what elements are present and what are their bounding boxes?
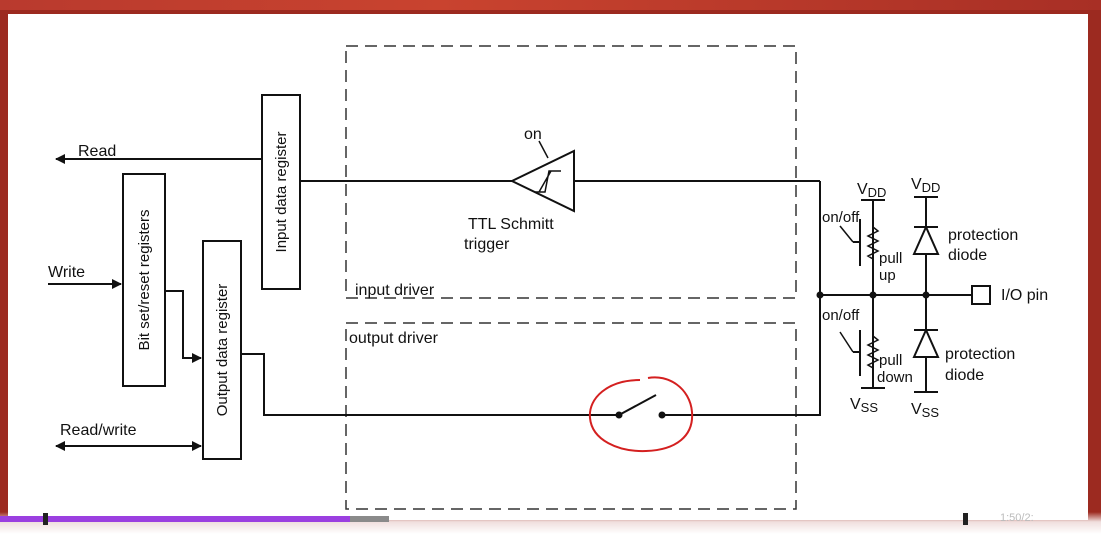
write-label: Write — [48, 264, 85, 281]
pull-up-label-2: up — [879, 267, 896, 284]
schmitt-trigger-symbol — [509, 149, 575, 213]
diode-down-vss-label: VSS — [911, 401, 939, 420]
pull-down-label-2: down — [877, 369, 913, 386]
pull-down-vss-label: VSS — [850, 396, 878, 415]
schmitt-label-line2: trigger — [464, 236, 510, 253]
diode-down-triangle — [912, 327, 940, 358]
protection-diode-down-label-2: diode — [945, 367, 984, 384]
time-label: 1:50/2: — [1000, 512, 1034, 524]
output-register-wire — [241, 353, 619, 416]
progress-track[interactable] — [0, 516, 389, 522]
diode-up-vdd-label: VDD — [911, 176, 940, 195]
protection-diode-up-label-1: protection — [948, 227, 1018, 244]
pull-up-gate-wire — [839, 225, 854, 243]
input-data-register-label: Input data register — [273, 132, 290, 253]
diode-up-triangle — [912, 224, 940, 255]
schmitt-label-line1: TTL Schmitt — [468, 216, 554, 233]
pull-up-onoff-label: on/off — [822, 209, 860, 226]
input-driver-label: input driver — [355, 282, 435, 299]
pull-up-label-1: pull — [879, 250, 902, 267]
pull-down-onoff-label: on/off — [822, 307, 860, 324]
bit-set-reset-label: Bit set/reset registers — [136, 210, 153, 351]
bit-set-reset-box — [122, 173, 166, 387]
protection-diode-up-label-2: diode — [948, 247, 987, 264]
output-data-register-label: Output data register — [214, 284, 231, 417]
switch-to-node-wire — [662, 181, 821, 416]
chapter-marker[interactable] — [963, 513, 968, 525]
io-pin-square — [971, 285, 991, 305]
pull-down-gate-wire — [839, 331, 854, 353]
read-label: Read — [78, 143, 116, 160]
input-data-register-box — [261, 94, 301, 290]
progress-fill — [0, 516, 351, 522]
pull-down-resistor — [866, 335, 880, 369]
output-driver-label: output driver — [349, 330, 439, 347]
junction-main — [816, 291, 824, 299]
slide-canvas: Input data register Bit set/reset regist… — [8, 14, 1088, 520]
hysteresis-icon — [535, 170, 561, 193]
annotation-circle — [588, 376, 694, 453]
progress-handle[interactable] — [43, 513, 48, 525]
input-driver-box — [345, 45, 797, 299]
pull-up-vdd-label: VDD — [857, 181, 886, 200]
pull-down-label-1: pull — [879, 352, 902, 369]
schmitt-on-label: on — [524, 126, 542, 143]
io-pin-label: I/O pin — [1001, 287, 1048, 304]
schmitt-enable-wire — [538, 140, 549, 159]
protection-diode-down-label-1: protection — [945, 346, 1015, 363]
gpio-block-diagram: Input data register Bit set/reset regist… — [48, 45, 1048, 510]
pull-up-resistor — [866, 226, 880, 260]
read-write-label: Read/write — [60, 422, 137, 439]
bsrr-to-odr-wire — [165, 290, 202, 363]
output-switch — [618, 394, 657, 416]
output-data-register-box — [202, 240, 242, 460]
